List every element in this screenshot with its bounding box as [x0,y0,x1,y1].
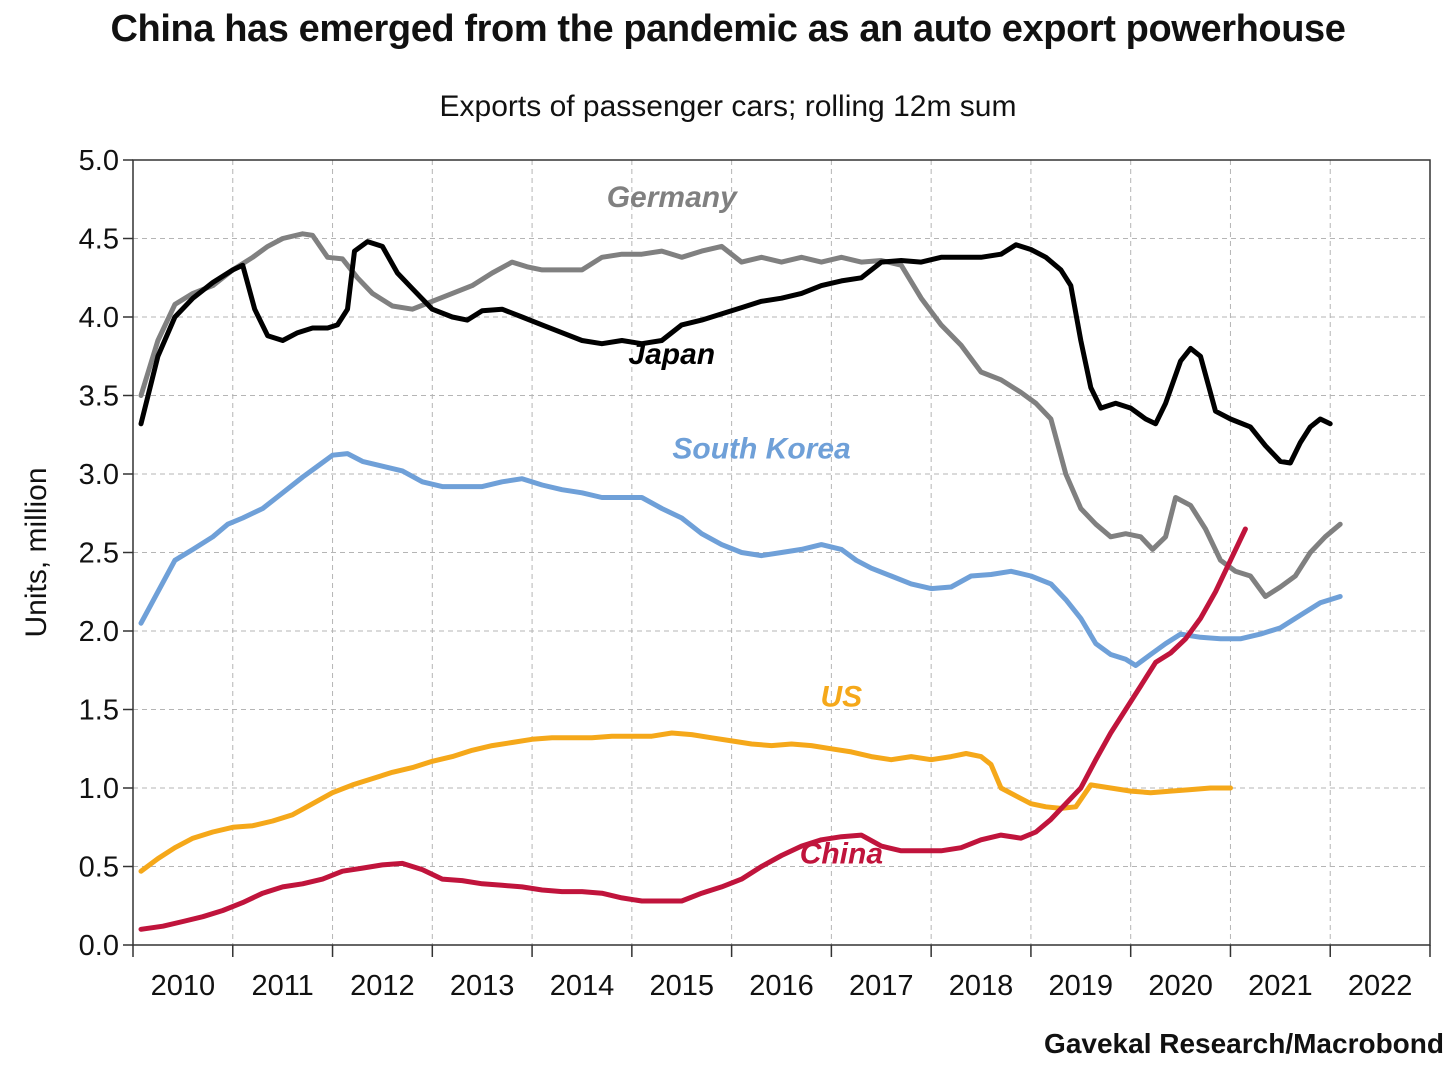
x-axis: 2010 2011 2012 2013 2014 2015 2016 2017 2018 2019… [132,945,1431,1002]
y-tick-label: 2.5 [79,538,119,570]
x-tick-label: 2015 [649,970,714,1002]
y-tick-label: 3.0 [79,459,119,491]
series-line-china [138,526,1248,932]
series-label: US [821,680,863,713]
y-tick-label: 4.0 [79,302,119,334]
source-credit: Gavekal Research/Macrobond [1044,1028,1444,1059]
series-labels: Germany Japan South Korea US China [607,181,883,870]
series-line-us [138,730,1233,874]
x-tick-label: 2016 [749,970,814,1002]
chart-title: China has emerged from the pandemic as a… [110,8,1346,50]
y-tick-label: 1.0 [79,773,119,805]
x-tick-label: 2021 [1248,970,1313,1002]
y-axis: 0.0 0.5 1.0 1.5 2.0 2.5 3.0 3.5 4.0 4.5 5.0 [79,145,133,962]
x-tick-label: 2019 [1049,970,1114,1002]
series-line-japan [138,239,1333,466]
x-tick-label: 2010 [151,970,216,1002]
series-lines [138,231,1343,932]
y-tick-label: 2.0 [79,616,119,648]
y-tick-label: 4.5 [79,224,119,256]
x-tick-label: 2011 [251,970,313,1002]
y-tick-label: 5.0 [79,145,119,177]
y-tick-label: 0.0 [79,930,119,962]
x-tick-label: 2014 [550,970,615,1002]
series-line-germany [138,231,1343,599]
series-line-south-korea [138,451,1343,668]
grid-lines [133,160,1430,945]
x-tick-label: 2018 [949,970,1014,1002]
y-tick-label: 0.5 [79,852,119,884]
series-label: Germany [607,181,738,214]
x-tick-label: 2013 [450,970,515,1002]
series-label: Japan [628,338,715,371]
y-tick-label: 3.5 [79,381,119,413]
x-tick-label: 2022 [1348,970,1413,1002]
y-tick-label: 1.5 [79,695,119,727]
series-label: China [800,837,883,870]
x-tick-label: 2012 [350,970,415,1002]
x-tick-label: 2020 [1148,970,1213,1002]
x-tick-label: 2017 [849,970,914,1002]
chart-subtitle: Exports of passenger cars; rolling 12m s… [439,90,1017,123]
y-axis-title: Units, million [20,467,53,637]
series-label: South Korea [672,432,850,465]
